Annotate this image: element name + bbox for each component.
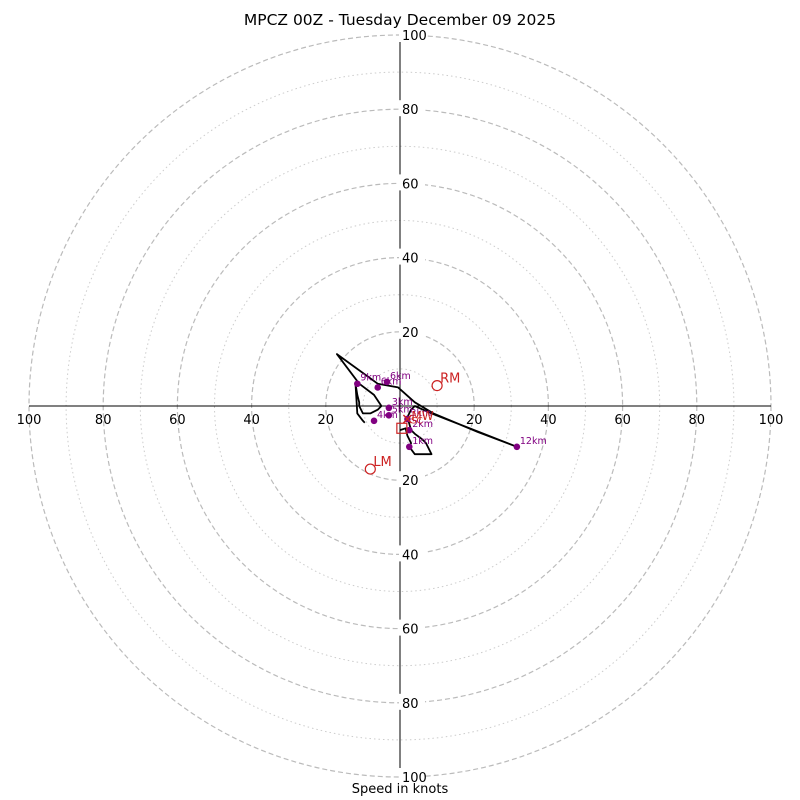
height-markers: 1km2km3km4km5km6km9km12km3km6km (354, 371, 547, 451)
x-tick-label: 100 (759, 413, 784, 428)
height-label-12km: 12km (520, 436, 547, 447)
wind-trace (335, 353, 518, 456)
height-dot-3km (385, 404, 393, 412)
x-tick-label: 60 (614, 413, 631, 428)
y-tick-label: 60 (402, 177, 419, 192)
height-label-9km: 9km (360, 373, 381, 384)
x-tick-label: 40 (243, 413, 260, 428)
y-tick-bg (399, 248, 425, 265)
chart-title: MPCZ 00Z - Tuesday December 09 2025 (243, 11, 557, 29)
height-label-1km: 1km (412, 436, 433, 447)
mean-wind-x-b (402, 414, 412, 424)
x-tick-label: 100 (17, 413, 42, 428)
x-tick-label: 60 (169, 413, 186, 428)
height-dot-5km (385, 411, 393, 419)
storm-motion-rm-label: RM (440, 372, 460, 387)
height-dot-1km (405, 443, 413, 451)
y-tick-label: 20 (402, 474, 419, 489)
y-tick-label: 80 (402, 697, 419, 712)
height-dot-4km (370, 417, 378, 425)
x-tick-label: 20 (466, 413, 483, 428)
y-tick-label: 60 (402, 623, 419, 638)
y-tick-bg (399, 322, 425, 339)
height-label-6km: 6km (381, 376, 402, 387)
y-tick-bg (399, 619, 425, 636)
x-tick-label: 80 (95, 413, 112, 428)
height-dot-2km (405, 426, 413, 434)
hodograph-trace-line (335, 353, 518, 456)
x-tick-label: 80 (689, 413, 706, 428)
height-dot-6km (374, 384, 382, 391)
y-tick-label: 100 (402, 29, 427, 44)
x-tick-label: 40 (540, 413, 557, 428)
storm-motion-square (396, 422, 408, 434)
y-tick-bg (399, 100, 425, 117)
axes (29, 35, 771, 777)
x-axis-label: Speed in knots (351, 782, 449, 797)
height-dot-12km (513, 443, 521, 451)
y-tick-bg (399, 26, 425, 42)
y-tick-label: 40 (402, 548, 419, 563)
height-label-2km: 2km (412, 419, 433, 430)
storm-motion-label: SC (411, 416, 423, 426)
axis-tick-labels: 100 80 60 40 20 20 40 60 80 100 100 80 60 40 20 20 40 60 8… (17, 26, 784, 786)
height-dot-9km (354, 380, 361, 388)
y-tick-label: 20 (402, 326, 419, 341)
y-tick-bg (399, 471, 425, 488)
y-tick-label: 80 (402, 103, 419, 118)
storm-motion-lm-marker (364, 463, 376, 475)
height-label-5km: 5km (392, 404, 413, 415)
y-tick-bg (399, 545, 425, 562)
height-label-3km: 3km (392, 397, 413, 408)
y-tick-bg (399, 768, 425, 784)
storm-motion-lm-label: LM (373, 455, 391, 470)
mean-wind-label: MW (411, 409, 433, 423)
y-tick-label: 40 (402, 252, 419, 267)
y-tick-label: 100 (402, 771, 427, 786)
height-label-6km: 6km (390, 371, 411, 382)
y-tick-bg (399, 174, 425, 191)
storm-motion-rm-marker (431, 379, 443, 392)
x-tick-label: 20 (318, 413, 335, 428)
y-tick-bg (399, 693, 425, 710)
height-dot-6km (383, 378, 391, 386)
height-label-3km: 3km (410, 408, 431, 419)
